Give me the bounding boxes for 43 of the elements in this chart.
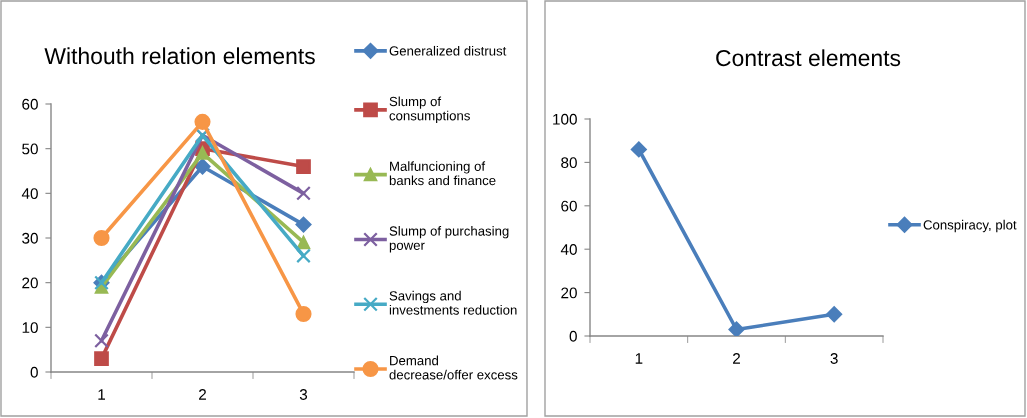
point bbox=[296, 185, 311, 201]
point bbox=[194, 113, 211, 130]
y-tick-label: 60 bbox=[561, 200, 577, 212]
x-tick-label: 2 bbox=[733, 353, 740, 364]
point bbox=[94, 351, 109, 366]
y-tick-label: 0 bbox=[30, 366, 38, 378]
y-tick-label: 0 bbox=[569, 330, 577, 342]
legend-label: Conspiracy, plot bbox=[923, 219, 1017, 233]
point bbox=[296, 159, 311, 174]
y-tick-label: 80 bbox=[561, 157, 577, 169]
x-tick-label: 3 bbox=[830, 353, 838, 364]
y-tick-label: 60 bbox=[22, 98, 38, 110]
point bbox=[295, 305, 312, 322]
point bbox=[296, 248, 311, 264]
point bbox=[93, 229, 110, 247]
legend-label: Malfuncioning of banks and finance bbox=[389, 161, 496, 186]
chart-title: Contrast elements bbox=[716, 49, 901, 67]
y-tick-label: 50 bbox=[22, 143, 38, 155]
y-tick-label: 10 bbox=[22, 322, 38, 334]
x-tick-label: 1 bbox=[635, 353, 643, 364]
legend-label: Demand decrease/offer excess bbox=[389, 355, 518, 380]
point bbox=[630, 141, 647, 158]
point bbox=[826, 306, 843, 323]
legend-label: Slump of consumptions bbox=[389, 96, 470, 123]
legend-label: Savings and investments reduction bbox=[389, 290, 517, 315]
x-tick-label: 3 bbox=[299, 389, 308, 400]
y-tick-label: 40 bbox=[21, 188, 38, 200]
y-tick-label: 30 bbox=[22, 232, 38, 244]
y-tick-label: 20 bbox=[22, 277, 38, 289]
point bbox=[296, 235, 311, 250]
point bbox=[94, 333, 109, 349]
legend-label: Generalized distrust bbox=[389, 45, 507, 56]
y-tick-label: 100 bbox=[553, 113, 577, 125]
x-tick-label: 1 bbox=[98, 389, 105, 400]
x-tick-label: 2 bbox=[199, 389, 206, 400]
legend-label: Slump of purchasing power bbox=[389, 226, 509, 253]
chart-title: Withouth relation elements bbox=[44, 47, 315, 65]
point bbox=[295, 216, 312, 233]
point bbox=[194, 158, 211, 175]
y-tick-label: 40 bbox=[560, 244, 577, 255]
y-tick-label: 20 bbox=[561, 287, 577, 299]
point bbox=[195, 146, 210, 160]
point bbox=[728, 321, 745, 336]
